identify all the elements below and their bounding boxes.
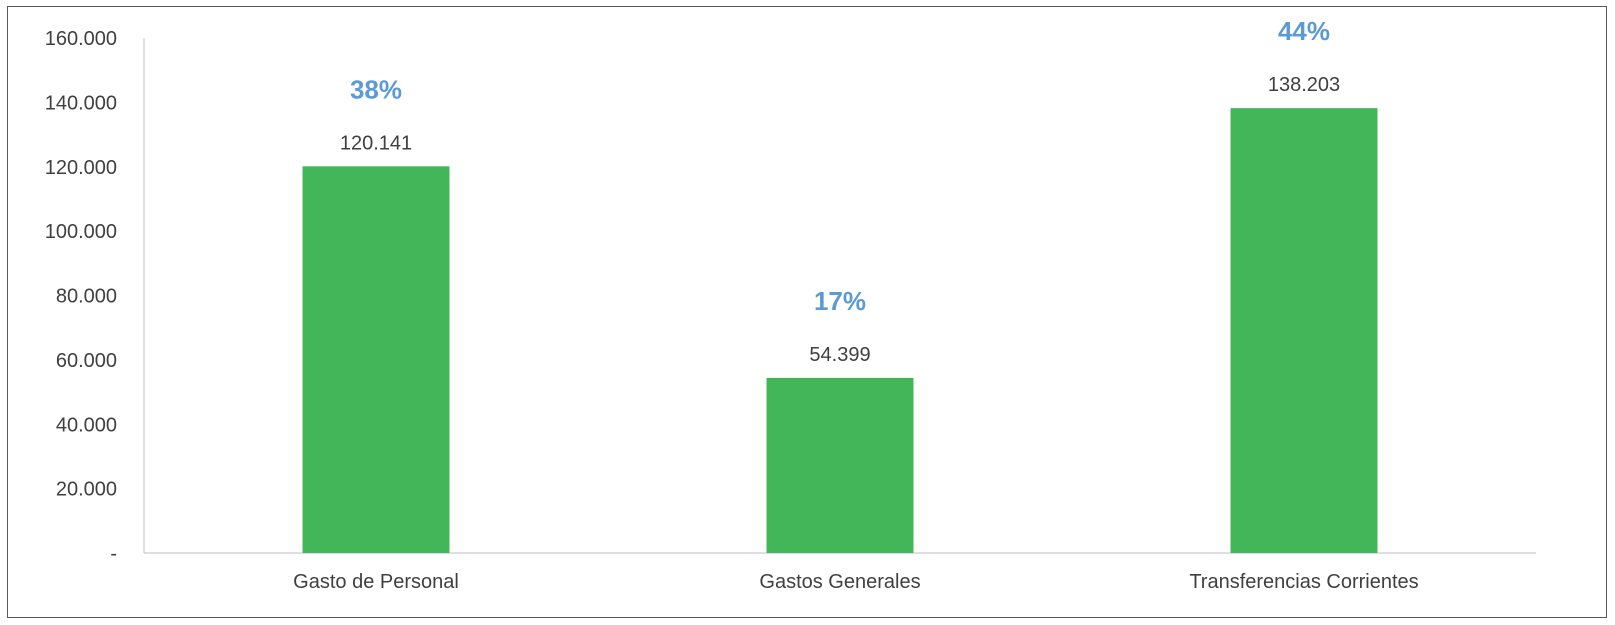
y-tick-label: - xyxy=(110,543,117,565)
y-tick-label: 40.000 xyxy=(56,414,117,436)
percent-label: 17% xyxy=(814,286,866,316)
y-tick-label: 140.000 xyxy=(45,92,117,114)
bar-gastos-generales xyxy=(766,377,914,553)
chart-frame: - 20.000 40.000 60.000 80.000 100.000 120.000 1… xyxy=(7,6,1607,618)
bar-transferencias-corrientes xyxy=(1230,108,1378,554)
bar-chart: - 20.000 40.000 60.000 80.000 100.000 120.000 1… xyxy=(45,16,1536,593)
value-label: 120.141 xyxy=(340,132,412,154)
value-label: 54.399 xyxy=(809,344,870,366)
category-label: Gasto de Personal xyxy=(293,571,459,593)
bar-gasto-de-personal xyxy=(302,166,450,554)
y-tick-label: 20.000 xyxy=(56,479,117,501)
value-label: 138.203 xyxy=(1268,74,1340,96)
y-tick-label: 160.000 xyxy=(45,28,117,50)
y-tick-label: 80.000 xyxy=(56,286,117,308)
y-tick-label: 60.000 xyxy=(56,350,117,372)
y-tick-label: 100.000 xyxy=(45,221,117,243)
percent-label: 44% xyxy=(1278,16,1330,46)
category-label: Transferencias Corrientes xyxy=(1189,571,1418,593)
category-label: Gastos Generales xyxy=(759,571,920,593)
percent-label: 38% xyxy=(350,74,402,104)
y-tick-label: 120.000 xyxy=(45,157,117,179)
